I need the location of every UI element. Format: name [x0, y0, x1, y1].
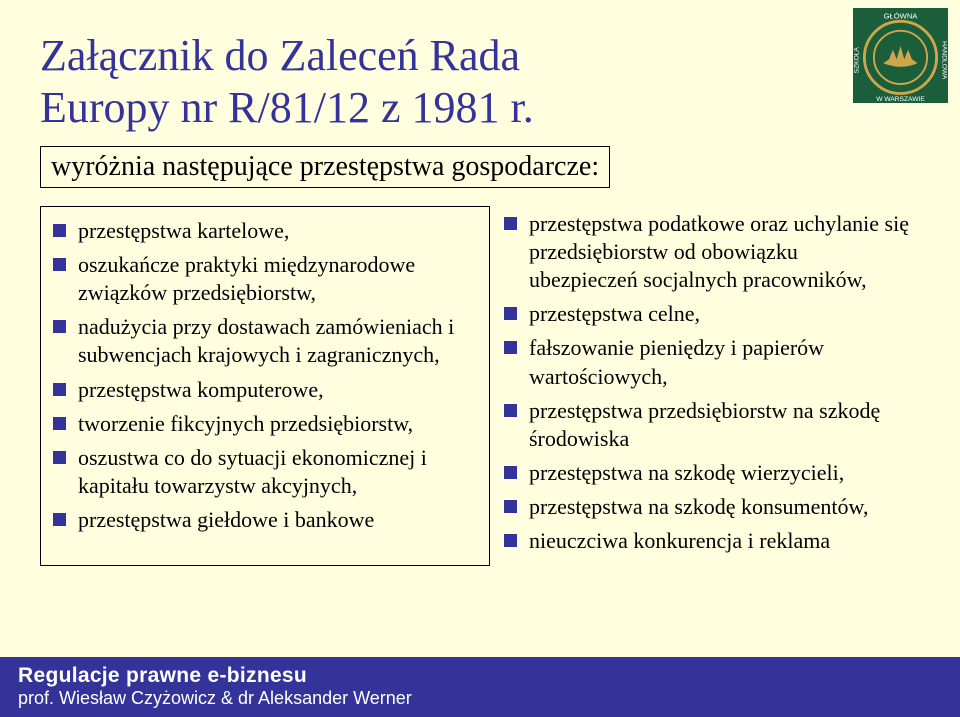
list-item-text: przestępstwa na szkodę wierzycieli, [529, 459, 844, 487]
list-item: nieuczciwa konkurencja i reklama [504, 527, 910, 555]
footer-title: Regulacje prawne e-biznesu [18, 664, 942, 688]
list-item-text: tworzenie fikcyjnych przedsiębiorstw, [78, 410, 413, 438]
list-item-text: nieuczciwa konkurencja i reklama [529, 527, 830, 555]
logo-text-top: GŁÓWNA [884, 11, 919, 20]
list-item-text: przestępstwa komputerowe, [78, 376, 324, 404]
list-item: fałszowanie pieniędzy i papierów wartośc… [504, 334, 910, 390]
list-item: nadużycia przy dostawach zamówieniach i … [53, 313, 477, 369]
bullet-icon [504, 466, 517, 479]
footer-bar: Regulacje prawne e-biznesu prof. Wiesław… [0, 657, 960, 717]
list-item: przestępstwa na szkodę konsumentów, [504, 493, 910, 521]
subtitle-text: wyróżnia następujące przestępstwa gospod… [51, 151, 599, 182]
list-item-text: przestępstwa kartelowe, [78, 217, 289, 245]
list-item: przestępstwa przedsiębiorstw na szkodę ś… [504, 397, 910, 453]
bullet-icon [53, 258, 66, 271]
bullet-icon [53, 383, 66, 396]
bullet-icon [504, 217, 517, 230]
bullet-icon [53, 451, 66, 464]
bullet-icon [53, 320, 66, 333]
list-item-text: przestępstwa podatkowe oraz uchylanie si… [529, 210, 910, 294]
logo-text-bottom: W WARSZAWIE [876, 96, 925, 103]
footer-authors: prof. Wiesław Czyżowicz & dr Aleksander … [18, 688, 942, 709]
subtitle-box: wyróżnia następujące przestępstwa gospod… [40, 146, 610, 188]
list-item-text: oszukańcze praktyki międzynarodowe związ… [78, 251, 477, 307]
list-item: przestępstwa na szkodę wierzycieli, [504, 459, 910, 487]
list-item: przestępstwa kartelowe, [53, 217, 477, 245]
list-item-text: przestępstwa na szkodę konsumentów, [529, 493, 869, 521]
list-item-text: przestępstwa celne, [529, 300, 700, 328]
list-item: tworzenie fikcyjnych przedsiębiorstw, [53, 410, 477, 438]
bullet-icon [53, 513, 66, 526]
bullet-icon [53, 224, 66, 237]
bullet-icon [504, 307, 517, 320]
right-column: przestępstwa podatkowe oraz uchylanie si… [502, 206, 912, 566]
university-logo: GŁÓWNA W WARSZAWIE SZKOŁA HANDLOWA [853, 8, 948, 103]
logo-text-left: SZKOŁA [854, 47, 861, 74]
list-item: przestępstwa komputerowe, [53, 376, 477, 404]
title-line-2: Europy nr R/81/12 z 1981 r. [40, 82, 740, 134]
bullet-icon [504, 500, 517, 513]
title-line-1: Załącznik do Zaleceń Rada [40, 30, 740, 82]
list-item: przestępstwa celne, [504, 300, 910, 328]
bullet-icon [53, 417, 66, 430]
list-item-text: przestępstwa giełdowe i bankowe [78, 506, 374, 534]
left-list: przestępstwa kartelowe, oszukańcze prakt… [53, 217, 477, 535]
list-item-text: przestępstwa przedsiębiorstw na szkodę ś… [529, 397, 910, 453]
right-list: przestępstwa podatkowe oraz uchylanie si… [504, 210, 910, 556]
bullet-icon [504, 341, 517, 354]
list-item-text: nadużycia przy dostawach zamówieniach i … [78, 313, 477, 369]
list-item-text: fałszowanie pieniędzy i papierów wartośc… [529, 334, 910, 390]
list-item: przestępstwa giełdowe i bankowe [53, 506, 477, 534]
bullet-icon [504, 534, 517, 547]
content-columns: przestępstwa kartelowe, oszukańcze prakt… [40, 206, 920, 566]
logo-text-right: HANDLOWA [940, 41, 947, 80]
slide-title: Załącznik do Zaleceń Rada Europy nr R/81… [40, 30, 740, 134]
list-item: oszukańcze praktyki międzynarodowe związ… [53, 251, 477, 307]
left-column: przestępstwa kartelowe, oszukańcze prakt… [40, 206, 490, 566]
bullet-icon [504, 404, 517, 417]
list-item: oszustwa co do sytuacji ekonomicznej i k… [53, 444, 477, 500]
list-item: przestępstwa podatkowe oraz uchylanie si… [504, 210, 910, 294]
list-item-text: oszustwa co do sytuacji ekonomicznej i k… [78, 444, 477, 500]
